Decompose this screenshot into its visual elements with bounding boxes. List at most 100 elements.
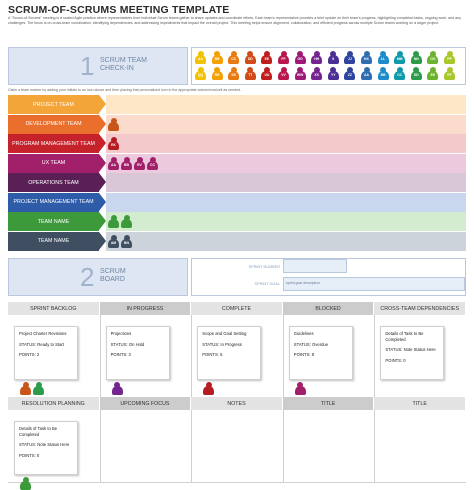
team-marker-icon[interactable] <box>294 382 306 395</box>
team-name-label: TEAM NAME <box>8 212 99 231</box>
team-marker-icon[interactable]: UU <box>261 67 273 80</box>
board-title-line1: SCRUM <box>100 268 126 275</box>
marker-initials: HH <box>314 57 320 61</box>
marker-head <box>330 67 337 73</box>
sprint-goal-field[interactable]: sprint goal description <box>283 277 465 291</box>
team-marker-icon[interactable]: GG <box>294 51 306 64</box>
team-arrow <box>99 173 106 191</box>
team-marker-icon[interactable]: PP <box>444 51 455 64</box>
team-marker-icon[interactable]: VV <box>278 67 289 80</box>
team-marker-icon[interactable]: AA <box>108 156 119 170</box>
marker-head <box>446 67 453 73</box>
column-divider <box>99 410 101 482</box>
marker-head <box>346 67 353 73</box>
team-marker-icon[interactable]: CC <box>228 51 240 64</box>
team-marker-icon[interactable]: CC <box>394 67 406 80</box>
team-marker-icon[interactable]: LL <box>377 51 389 64</box>
card-title: Details of Task to Be Completed <box>19 426 58 437</box>
marker-head <box>263 51 270 57</box>
team-drop-area[interactable] <box>106 114 466 134</box>
team-marker-icon[interactable]: OO <box>427 51 439 64</box>
team-marker-icon[interactable]: FF <box>278 51 289 64</box>
team-marker-icon[interactable]: RV <box>134 156 145 170</box>
team-marker-icon[interactable]: AA <box>361 67 372 80</box>
marker-head <box>297 51 304 57</box>
team-drop-area[interactable] <box>106 192 466 212</box>
team-marker-icon[interactable]: HH <box>311 51 323 64</box>
team-marker-icon[interactable]: BB <box>121 156 132 170</box>
team-drop-area[interactable] <box>106 153 466 173</box>
team-marker-icon[interactable]: SS <box>228 67 240 80</box>
team-marker-icon[interactable]: FF <box>444 67 455 80</box>
team-marker-icon[interactable]: AA <box>195 51 206 64</box>
team-marker-icon[interactable] <box>108 215 119 228</box>
marker-initials: CC <box>150 162 155 167</box>
team-drop-area[interactable] <box>106 231 466 251</box>
team-drop-area[interactable] <box>106 173 466 192</box>
marker-head <box>363 51 370 57</box>
team-marker-icon[interactable] <box>121 215 132 228</box>
team-marker-icon[interactable]: ZZ <box>344 67 356 80</box>
team-marker-icon[interactable] <box>108 117 119 131</box>
card-status: STATUS: On Hold <box>110 341 145 347</box>
team-marker-icon[interactable]: BB <box>211 51 223 64</box>
task-card[interactable]: Details of Task to Be Completed STATUS: N… <box>14 421 78 475</box>
team-marker-icon[interactable]: NN <box>410 51 422 64</box>
marker-head <box>330 51 337 57</box>
marker-initials: EE <box>430 73 436 77</box>
team-marker-icon[interactable]: JJ <box>344 51 356 64</box>
card-title: Scope and Goal Setting <box>202 331 247 336</box>
task-card[interactable]: Guidelines STATUS: Overdue POINTS: 8 <box>288 326 353 380</box>
team-marker-icon[interactable] <box>20 477 31 490</box>
task-card[interactable]: Details of Task to Be Completed STATUS: N… <box>380 326 445 380</box>
team-marker-icon[interactable]: CC <box>147 156 158 170</box>
sprint-number-field[interactable] <box>283 259 347 273</box>
team-row: OPERATIONS TEAM <box>8 173 466 192</box>
column-header: UPCOMING FOCUS <box>99 397 192 410</box>
team-marker-icon[interactable]: WW <box>294 67 306 80</box>
team-marker-icon[interactable] <box>203 382 215 395</box>
team-drop-area[interactable] <box>106 95 466 114</box>
marker-head <box>297 67 304 73</box>
marker-head <box>22 477 29 483</box>
team-marker-icon[interactable]: BB <box>377 67 389 80</box>
marker-head <box>214 51 221 57</box>
marker-body <box>444 55 455 64</box>
team-marker-icon[interactable]: EE <box>261 51 273 64</box>
team-marker-icon[interactable]: BN <box>121 234 132 248</box>
team-row: PROJECT MANAGEMENT TEAM <box>8 192 466 212</box>
team-marker-icon[interactable]: II <box>327 51 339 64</box>
marker-initials: GG <box>297 57 303 61</box>
marker-body <box>327 71 339 80</box>
team-marker-icon[interactable]: EK <box>108 137 119 150</box>
team-drop-area[interactable] <box>106 134 466 153</box>
column-header: TITLE <box>282 397 375 410</box>
team-marker-icon[interactable]: AM <box>108 234 119 248</box>
team-marker-icon[interactable]: MM <box>394 51 406 64</box>
team-marker-icon[interactable]: YY <box>327 67 339 80</box>
team-name-label: PROJECT MANAGEMENT TEAM <box>8 192 99 212</box>
task-card[interactable]: Scope and Goal Setting STATUS: In Progres… <box>197 326 262 380</box>
team-marker-icon[interactable] <box>20 382 31 395</box>
sprint-goal-label: SPRINT GOAL <box>254 282 280 286</box>
marker-initials: UU <box>264 73 270 77</box>
team-marker-icon[interactable]: DD <box>244 51 256 64</box>
task-card[interactable]: Projections STATUS: On Hold POINTS: 3 <box>105 326 170 380</box>
instructions: Claim a team marker by adding your initi… <box>8 88 242 92</box>
team-drop-area[interactable] <box>106 212 466 231</box>
team-marker-icon[interactable] <box>33 382 44 395</box>
team-marker-icon[interactable]: TT <box>244 67 256 80</box>
task-card[interactable]: Project Charter Revisions STATUS: Ready t… <box>14 326 78 380</box>
marker-initials: RV <box>137 162 142 167</box>
team-marker-icon[interactable]: RR <box>211 67 223 80</box>
team-marker-icon[interactable]: DD <box>410 67 422 80</box>
marker-body <box>195 55 206 64</box>
marker-initials: KK <box>364 57 369 61</box>
team-marker-icon[interactable]: KK <box>361 51 372 64</box>
marker-body <box>311 55 323 64</box>
team-marker-icon[interactable]: EE <box>427 67 439 80</box>
team-marker-icon[interactable] <box>111 382 123 395</box>
team-marker-icon[interactable]: XX <box>311 67 323 80</box>
marker-body <box>33 386 44 395</box>
team-marker-icon[interactable]: QQ <box>195 67 206 80</box>
